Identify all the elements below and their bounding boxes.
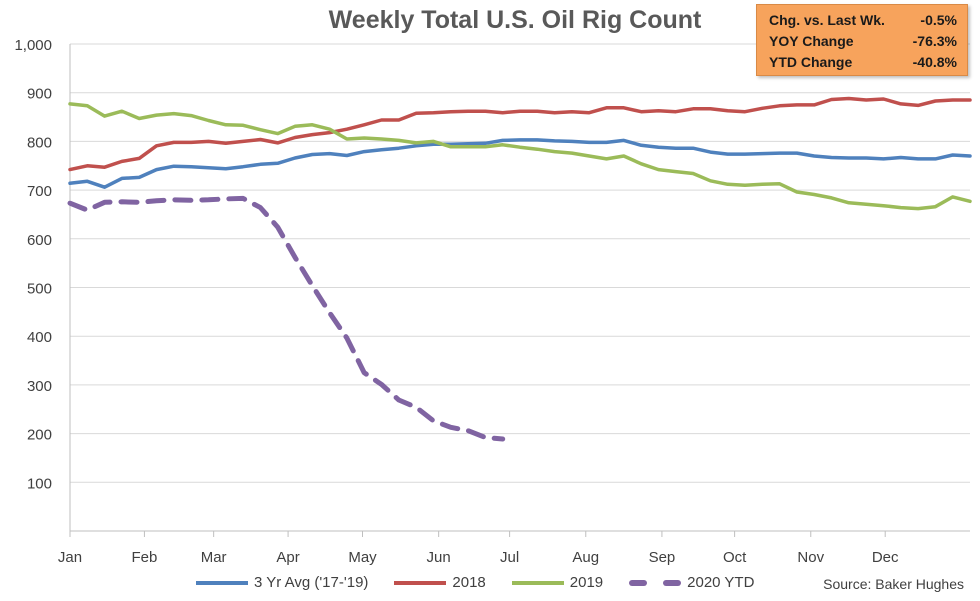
source-note: Source: Baker Hughes: [823, 576, 964, 592]
legend-swatch: [196, 580, 248, 585]
legend-item-2018: 2018: [394, 574, 486, 591]
x-tick-label: Jan: [58, 549, 82, 566]
y-tick-label: 700: [27, 183, 52, 200]
x-tick-label: Oct: [723, 549, 747, 566]
legend-item-2020-ytd: 2020 YTD: [629, 574, 754, 591]
legend-label: 2019: [569, 574, 604, 591]
chart-legend: 3 Yr Avg ('17-'19) 2018 2019 2020 YTD: [196, 574, 780, 591]
legend-swatch-dashed: [629, 579, 682, 586]
x-axis-tick-labels: Jan Feb Mar Apr May Jun Jul Aug Sep Oct Nov Dec: [58, 549, 899, 566]
y-tick-label: 800: [27, 134, 52, 151]
y-tick-label: 100: [27, 475, 52, 492]
series-line-2018: [68, 96, 972, 172]
chart-title: Weekly Total U.S. Oil Rig Count: [328, 6, 702, 34]
y-tick-label: 900: [27, 86, 52, 103]
stat-row: YOY Change -76.3%: [769, 31, 957, 52]
series-lines: [67, 96, 972, 442]
y-tick-label: 600: [27, 232, 52, 249]
axes: [69, 44, 970, 537]
x-tick-label: Dec: [872, 549, 899, 566]
y-tick-label: 500: [27, 281, 52, 298]
y-tick-label: 1,000: [14, 37, 52, 54]
legend-label: 2018: [452, 574, 486, 591]
x-tick-label: Jun: [427, 549, 451, 566]
legend-label: 3 Yr Avg ('17-'19): [254, 574, 369, 591]
x-tick-label: May: [348, 549, 377, 566]
stat-label: YTD Change: [769, 54, 853, 70]
y-axis-tick-labels: 100 200 300 400 500 600 700 800 900 1,000: [14, 37, 52, 492]
stat-label: YOY Change: [769, 33, 854, 49]
series-line-2019: [68, 102, 972, 211]
legend-label: 2020 YTD: [687, 574, 755, 591]
x-tick-label: Nov: [797, 549, 824, 566]
y-tick-label: 400: [27, 329, 52, 346]
series-line-3-yr-avg-17-19: [68, 138, 972, 189]
legend-item-2019: 2019: [511, 574, 604, 591]
y-tick-label: 300: [27, 378, 52, 395]
stat-value: -0.5%: [920, 12, 957, 28]
stat-value: -76.3%: [912, 33, 957, 49]
y-tick-label: 200: [27, 427, 52, 444]
series-line-2020-ytd: [67, 195, 506, 442]
x-tick-label: Apr: [276, 549, 299, 566]
x-tick-label: Sep: [649, 549, 676, 566]
x-tick-label: Feb: [131, 549, 157, 566]
stat-value: -40.8%: [912, 54, 957, 70]
change-stats-box: Chg. vs. Last Wk. -0.5% YOY Change -76.3…: [756, 4, 968, 76]
x-tick-label: Jul: [500, 549, 519, 566]
legend-swatch: [394, 580, 447, 585]
x-tick-label: Aug: [572, 549, 599, 566]
stat-row: YTD Change -40.8%: [769, 52, 957, 73]
legend-swatch: [511, 580, 564, 585]
x-tick-label: Mar: [201, 549, 227, 566]
stat-label: Chg. vs. Last Wk.: [769, 12, 885, 28]
legend-item-3yr-avg: 3 Yr Avg ('17-'19): [196, 574, 368, 591]
stat-row: Chg. vs. Last Wk. -0.5%: [769, 10, 957, 31]
